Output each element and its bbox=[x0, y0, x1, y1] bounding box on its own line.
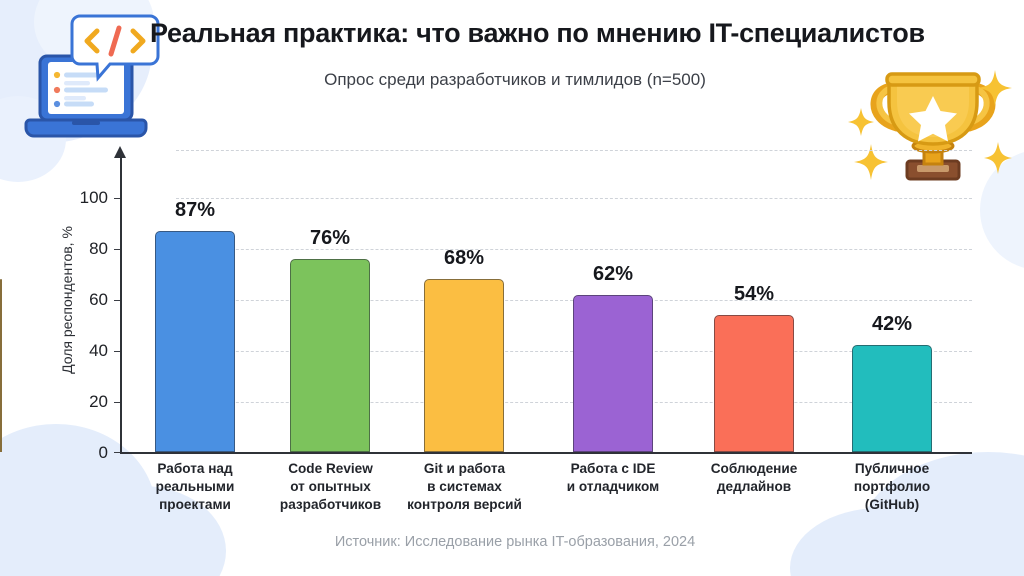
x-category-label-3-line-1: и отладчиком bbox=[566, 479, 660, 495]
bar-value-4: 54% bbox=[733, 282, 775, 305]
y-tick-20: 20 bbox=[89, 392, 108, 411]
bar-5[interactable] bbox=[852, 345, 932, 452]
x-category-label-3-line-0: Работа с IDE bbox=[570, 461, 656, 476]
x-category-label-2: Git и работа в системах контроля версий bbox=[387, 460, 542, 514]
y-tickmark-20 bbox=[114, 402, 121, 403]
gridline-100 bbox=[176, 198, 972, 199]
x-category-label-5-line-2: (GitHub) bbox=[864, 497, 920, 513]
bar-value-5: 42% bbox=[871, 313, 913, 336]
background-blob-bottom-left-2 bbox=[58, 486, 226, 576]
x-category-label-1-line-1: от опытных bbox=[290, 479, 371, 495]
gridline-20 bbox=[176, 402, 972, 403]
x-category-label-5-line-1: портфолио bbox=[853, 479, 931, 495]
x-category-label-3: Работа с IDE и отладчиком bbox=[538, 460, 688, 496]
bar-value-3: 62% bbox=[592, 262, 634, 285]
x-category-label-5-line-0: Публичное bbox=[854, 461, 930, 476]
bar-3[interactable] bbox=[573, 294, 653, 452]
x-category-label-2-line-2: контроля версий bbox=[407, 497, 522, 513]
x-category-label-1: Code Review от опытных разработчиков bbox=[253, 460, 408, 514]
y-tickmark-0 bbox=[114, 452, 121, 453]
bar-value-0: 87% bbox=[174, 199, 216, 222]
background-blob-bottom-left-3 bbox=[0, 500, 94, 576]
x-category-label-5: Публичное портфолио (GitHub) bbox=[817, 460, 967, 514]
x-category-label-4-line-1: дедлайнов bbox=[716, 479, 792, 495]
x-category-label-2-line-0: Git и работа bbox=[423, 461, 506, 476]
bar-2[interactable] bbox=[424, 279, 504, 452]
gridline-60 bbox=[176, 300, 972, 301]
y-axis-line bbox=[120, 156, 122, 453]
bar-1[interactable] bbox=[290, 258, 370, 452]
y-tickmark-80 bbox=[114, 249, 121, 250]
bar-value-2: 68% bbox=[443, 247, 485, 270]
background-blob-bottom-left bbox=[0, 424, 156, 576]
x-category-label-0: Работа над реальными проектами bbox=[120, 460, 270, 514]
y-tick-80: 80 bbox=[89, 239, 108, 258]
y-tickmark-40 bbox=[114, 351, 121, 352]
x-category-label-0-line-2: проектами bbox=[159, 497, 231, 513]
x-category-label-0-line-1: реальными bbox=[155, 479, 235, 495]
gridline-80 bbox=[176, 249, 972, 250]
laptop-code-illustration bbox=[6, 2, 166, 157]
bar-4[interactable] bbox=[714, 314, 794, 452]
bar-0[interactable] bbox=[155, 231, 235, 452]
gridline-40 bbox=[176, 351, 972, 352]
x-category-label-4: Соблюдение дедлайнов bbox=[679, 460, 829, 496]
page-title: Реальная практика: что важно по мнению I… bbox=[150, 18, 925, 48]
source-note: Источник: Исследование рынка IT-образова… bbox=[334, 534, 696, 550]
x-category-label-1-line-0: Code Review bbox=[288, 461, 373, 476]
x-category-label-4-line-0: Соблюдение bbox=[710, 461, 798, 476]
background-blob-bottom-right bbox=[858, 452, 1024, 576]
trophy-illustration bbox=[845, 52, 1020, 192]
x-category-label-0-line-0: Работа над bbox=[157, 461, 233, 476]
x-category-label-2-line-1: в системах bbox=[427, 479, 502, 495]
y-tick-100: 100 bbox=[79, 188, 108, 207]
x-axis-line bbox=[120, 452, 972, 454]
y-tick-0: 0 bbox=[98, 443, 108, 462]
x-category-label-1-line-2: разработчиков bbox=[279, 497, 382, 513]
page-subtitle: Опрос среди разработчиков и тимлидов (n=… bbox=[324, 70, 706, 89]
y-tick-40: 40 bbox=[89, 341, 108, 360]
y-axis-label: Доля респондентов, % bbox=[59, 226, 75, 374]
y-tickmark-100 bbox=[114, 198, 121, 199]
y-tick-60: 60 bbox=[89, 290, 108, 309]
y-tickmark-60 bbox=[114, 300, 121, 301]
bar-2[interactable] bbox=[0, 279, 2, 452]
bar-value-1: 76% bbox=[309, 226, 351, 249]
